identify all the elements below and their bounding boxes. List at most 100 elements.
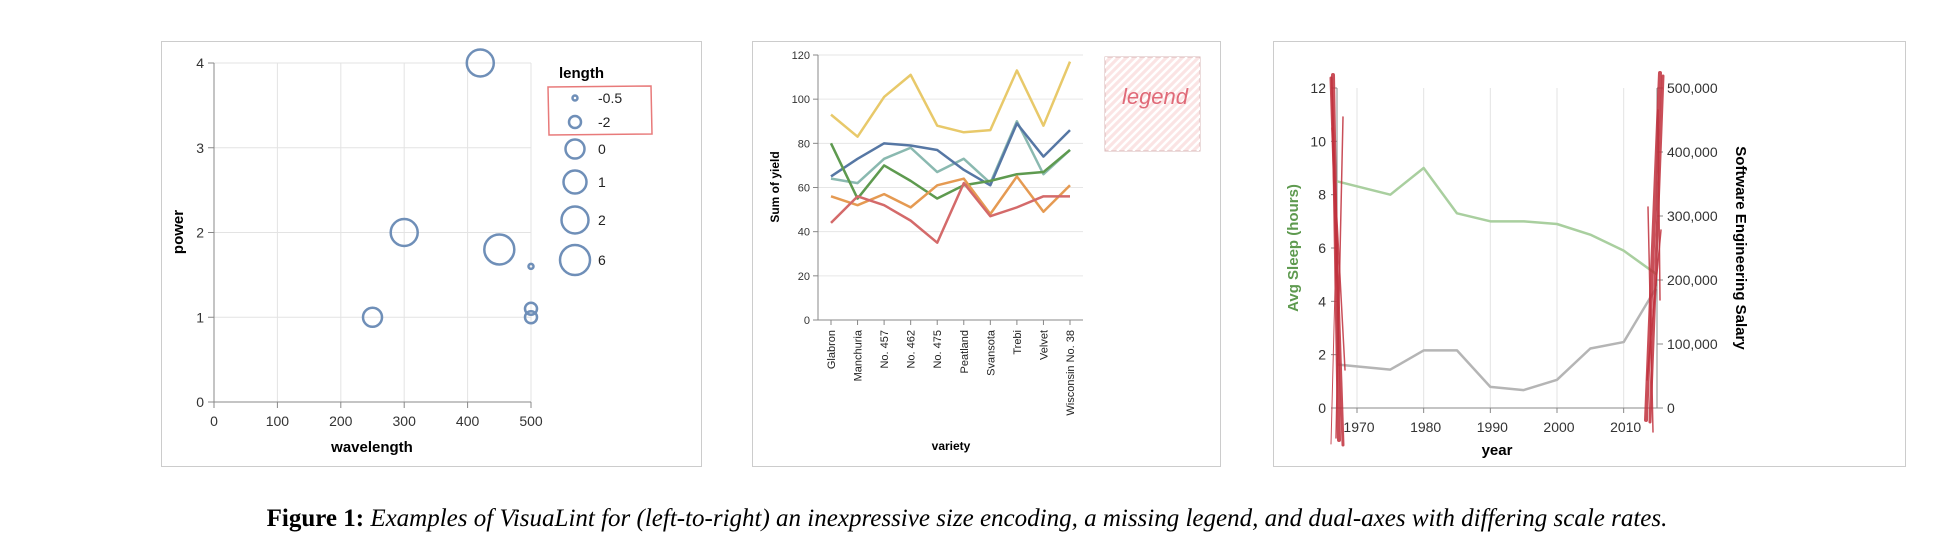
placeholder-box [1104, 56, 1201, 152]
series-line [830, 61, 1072, 138]
y-axis-title: power [170, 210, 187, 254]
scatter-point [523, 301, 539, 317]
series-line [830, 120, 1071, 185]
hatch-line [1156, 106, 1200, 151]
right-y-tick-label: 0 [1667, 400, 1675, 416]
hatch-line [1105, 57, 1124, 77]
x-tick-label: 1980 [1410, 419, 1441, 435]
left-y-tick-label: 8 [1318, 187, 1326, 203]
hatch-line [1105, 57, 1180, 133]
hatch-line [1105, 57, 1164, 117]
panel-border [161, 41, 702, 467]
left-y-tick-label: 4 [1318, 293, 1326, 309]
scatter-point [527, 262, 535, 271]
x-tick-label: Velvet [1038, 330, 1050, 360]
hatch-line [1172, 122, 1200, 151]
hatch-line [1132, 82, 1200, 151]
caption-label: Figure 1: [266, 505, 365, 532]
hatch-line [1105, 57, 1156, 109]
left-y-tick-label: 6 [1318, 240, 1326, 256]
hatch-line [1105, 57, 1196, 149]
hatch-line [1124, 74, 1200, 151]
x-tick-label: 2010 [1610, 419, 1641, 435]
legend-title: length [559, 65, 604, 82]
x-axis-title: wavelength [330, 439, 413, 456]
legend-symbol [560, 205, 590, 235]
series-line [830, 122, 1071, 187]
figure-caption: Figure 1: Examples of VisuaLint for (lef… [0, 505, 1934, 533]
lint-highlight-box [547, 85, 653, 136]
missing-legend-placeholder: legend [1104, 56, 1201, 152]
x-tick-label: 1970 [1343, 419, 1374, 435]
y-tick-label: 40 [798, 227, 810, 239]
caption-text: Examples of VisuaLint for (left-to-right… [370, 505, 1668, 532]
legend-label: 0 [598, 141, 606, 157]
left-y-tick-label: 2 [1318, 347, 1326, 363]
lint-annotation-stroke [1647, 206, 1654, 433]
y-tick-label: 120 [792, 50, 810, 62]
y-tick-label: 1 [196, 309, 204, 325]
x-tick-label: Peatland [959, 330, 971, 373]
legend-label: 6 [598, 252, 606, 268]
y-axis-title: Sum of yield [768, 151, 782, 222]
x-tick-label: 400 [456, 413, 480, 429]
y-tick-label: 20 [798, 271, 810, 283]
x-axis-title: variety [932, 439, 971, 453]
lint-annotation-stroke [1646, 229, 1662, 381]
right-y-axis-title: Software Engineering Salary [1732, 146, 1749, 350]
x-tick-label: Manchuria [853, 329, 865, 381]
x-tick-label: No. 457 [879, 330, 891, 369]
lint-annotation-stroke [1657, 109, 1661, 301]
right-y-tick-label: 200,000 [1667, 272, 1718, 288]
legend-label: 2 [598, 212, 606, 228]
legend-label: -2 [598, 114, 611, 130]
hatch-line [1105, 57, 1140, 93]
scatter-panel: 0 100 200 300 400 500 0 1 2 3 4 wavelength power leng… [161, 41, 702, 467]
panel-border [1273, 41, 1906, 467]
hatch-line [1108, 58, 1200, 151]
x-tick-label: Svansota [985, 329, 997, 376]
x-tick-label: No. 475 [932, 330, 944, 369]
y-tick-label: 3 [196, 140, 204, 156]
x-tick-label: 2000 [1543, 419, 1574, 435]
scatter-point [389, 217, 419, 248]
right-axis-series-line [1336, 285, 1659, 392]
x-tick-label: 100 [266, 413, 290, 429]
x-tick-label: Trebi [1012, 330, 1024, 355]
right-y-tick-label: 100,000 [1667, 336, 1718, 352]
x-tick-label: 300 [393, 413, 417, 429]
legend-symbol [567, 114, 583, 130]
series-line [829, 142, 1071, 200]
y-tick-label: 0 [804, 315, 810, 327]
left-axis-series-line [1336, 166, 1658, 276]
right-y-tick-label: 500,000 [1667, 80, 1718, 96]
left-y-tick-label: 10 [1310, 133, 1326, 149]
legend-symbol [564, 138, 586, 160]
hatch-line [1105, 57, 1188, 141]
x-tick-label: 0 [210, 413, 218, 429]
y-tick-label: 0 [196, 394, 204, 410]
x-tick-label: No. 462 [906, 330, 918, 369]
x-axis-title: year [1482, 442, 1513, 459]
lint-annotation-stroke [1330, 249, 1337, 445]
x-tick-label: 1990 [1477, 419, 1508, 435]
hatch-line [1148, 98, 1200, 151]
right-y-tick-label: 300,000 [1667, 208, 1718, 224]
x-tick-label: 500 [519, 413, 543, 429]
scatter-point [465, 48, 496, 78]
x-tick-label: Glabron [826, 330, 838, 369]
right-y-tick-label: 400,000 [1667, 144, 1718, 160]
legend-symbol [558, 243, 592, 277]
legend-label: -0.5 [598, 90, 622, 106]
left-y-tick-label: 0 [1318, 400, 1326, 416]
hatch-line [1105, 57, 1132, 85]
legend-symbol [571, 94, 579, 102]
hatch-line [1105, 57, 1172, 125]
hatch-line [1140, 90, 1200, 151]
scatter-point [523, 310, 539, 325]
hatch-line [1180, 130, 1200, 151]
left-y-tick-label: 12 [1310, 80, 1326, 96]
legend-symbol [562, 169, 588, 195]
line-panel-missing-legend: 0 20 40 60 80 100 120 Glabron Manchuria No. 457 No… [752, 41, 1221, 467]
